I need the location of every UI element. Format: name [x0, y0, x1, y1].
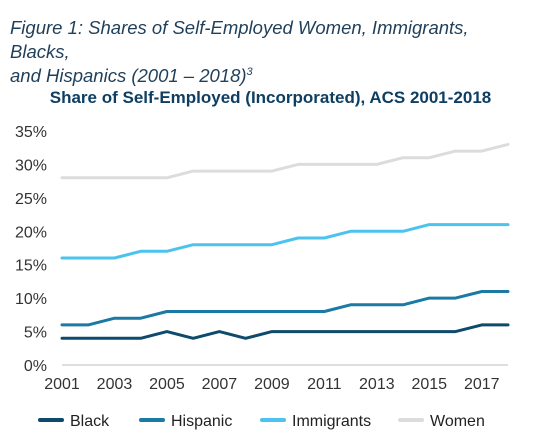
y-tick-label: 15% [15, 258, 47, 275]
y-tick-label: 10% [15, 291, 47, 308]
series-line-immigrants [60, 223, 510, 260]
caption-line-2: and Hispanics (2001 – 2018) [10, 65, 247, 86]
x-tick-label: 2001 [44, 376, 80, 393]
y-tick-label: 25% [15, 191, 47, 208]
legend-label-women: Women [430, 413, 485, 430]
x-tick-label: 2017 [464, 376, 500, 393]
chart-legend: Black Hispanic Immigrants Women [38, 413, 485, 430]
y-tick-label: 0% [24, 358, 47, 375]
series-line-women [60, 142, 510, 180]
caption-footnote-marker: 3 [246, 65, 253, 78]
series-line-hispanic [60, 290, 510, 327]
x-tick-label: 2015 [411, 376, 447, 393]
x-tick-label: 2009 [254, 376, 290, 393]
chart-series [60, 142, 510, 340]
x-tick-label: 2005 [149, 376, 185, 393]
legend-label-immigrants: Immigrants [292, 413, 371, 430]
legend-label-black: Black [70, 413, 110, 430]
series-line-black [60, 323, 510, 340]
x-tick-label: 2011 [307, 376, 342, 393]
y-tick-label: 20% [15, 224, 47, 241]
caption-line-1: Figure 1: Shares of Self-Employed Women,… [10, 17, 469, 62]
x-tick-label: 2007 [202, 376, 238, 393]
legend-label-hispanic: Hispanic [171, 413, 232, 430]
y-tick-label: 5% [24, 325, 47, 342]
x-tick-label: 2013 [359, 376, 395, 393]
chart-axes: 0% 5% 10% 15% 20% 25% 30% 35% 2001 2003 2005 2007 20… [15, 124, 508, 393]
x-tick-label: 2003 [97, 376, 133, 393]
chart-title: Share of Self-Employed (Incorporated), A… [49, 88, 492, 107]
y-tick-label: 30% [15, 157, 47, 174]
y-tick-label: 35% [15, 124, 47, 141]
figure-caption: Figure 1: Shares of Self-Employed Women,… [10, 16, 530, 88]
